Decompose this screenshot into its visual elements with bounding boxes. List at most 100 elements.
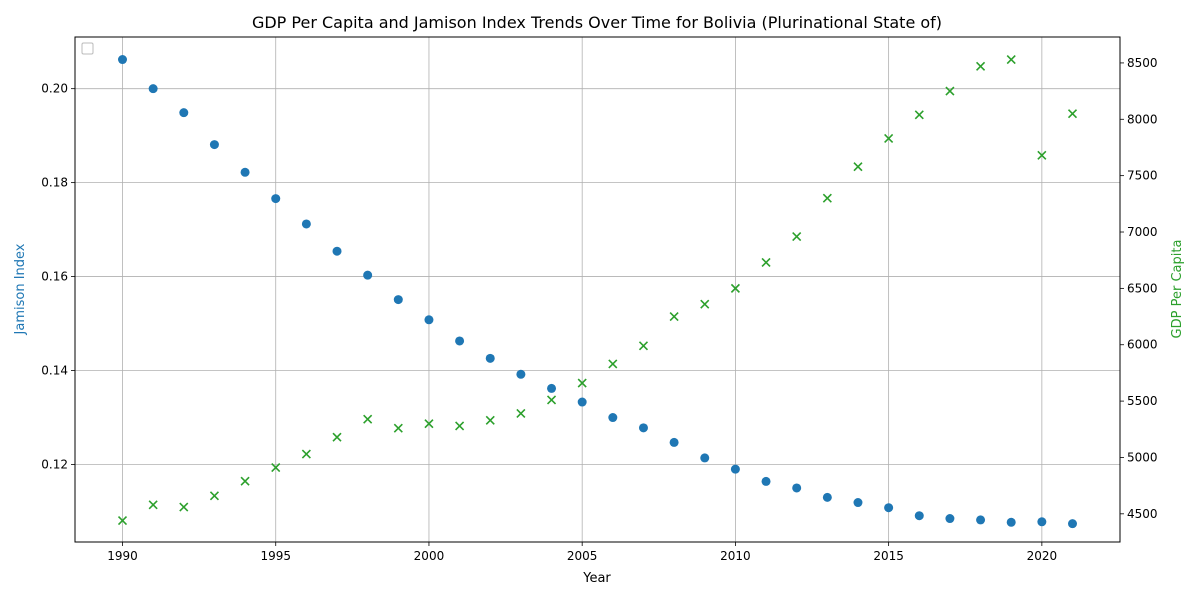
gdp-per-capita-point-stroke xyxy=(1067,109,1078,119)
gdp-per-capita-point xyxy=(700,299,710,309)
jamison-index-point xyxy=(761,476,771,486)
gdp-per-capita-point-stroke xyxy=(792,231,802,242)
jamison-index-point xyxy=(577,397,587,407)
gdp-per-capita-point xyxy=(117,516,128,526)
y-right-tick-label: 8500 xyxy=(1127,56,1158,70)
gdp-per-capita-point xyxy=(301,449,311,459)
gdp-per-capita-point xyxy=(271,463,281,473)
y-right-tick-label: 5500 xyxy=(1127,394,1158,408)
gdp-per-capita-point-stroke xyxy=(730,283,740,293)
jamison-index-point xyxy=(363,270,373,280)
gdp-per-capita-point xyxy=(424,419,434,429)
legend-box xyxy=(81,42,94,55)
gdp-per-capita-point-stroke xyxy=(700,299,710,309)
gdp-per-capita-point-stroke xyxy=(822,193,832,203)
gdp-per-capita-point xyxy=(761,257,771,268)
gdp-per-capita-point-stroke xyxy=(975,61,986,71)
gdp-per-capita-point-stroke xyxy=(945,86,955,96)
gdp-per-capita-point-stroke xyxy=(638,341,649,351)
jamison-index-point xyxy=(1037,517,1047,527)
y-right-tick-label: 6000 xyxy=(1127,338,1158,352)
gdp-per-capita-point xyxy=(1006,54,1016,65)
jamison-index-point xyxy=(914,511,924,521)
gdp-per-capita-point-stroke xyxy=(332,432,342,442)
jamison-index-point xyxy=(884,503,894,513)
gdp-per-capita-point-stroke xyxy=(884,133,894,144)
jamison-index-point xyxy=(853,498,863,508)
jamison-index-point xyxy=(547,383,557,393)
gdp-per-capita-point xyxy=(332,432,342,442)
jamison-index-point xyxy=(455,336,465,346)
gdp-per-capita-point xyxy=(363,414,373,424)
jamison-index-point xyxy=(332,246,342,256)
jamison-index-point xyxy=(945,514,955,524)
gdp-per-capita-point-stroke xyxy=(301,449,311,459)
gdp-per-capita-point-stroke xyxy=(853,162,863,172)
gdp-per-capita-point-stroke xyxy=(271,463,281,473)
y-left-tick-label: 0.20 xyxy=(41,82,68,96)
x-tick-label: 2015 xyxy=(873,549,904,563)
gdp-per-capita-point-stroke xyxy=(179,502,189,512)
grid xyxy=(75,37,1120,542)
gdp-per-capita-point-stroke xyxy=(393,423,403,433)
jamison-index-point xyxy=(301,219,311,229)
gdp-per-capita-point-stroke xyxy=(546,395,557,405)
jamison-index-point xyxy=(608,413,618,423)
gdp-per-capita-point-stroke xyxy=(1037,150,1047,160)
plot-frame xyxy=(74,36,1121,543)
gdp-per-capita-point xyxy=(240,476,250,486)
gdp-per-capita-point xyxy=(853,162,863,172)
gdp-per-capita-point-stroke xyxy=(516,408,526,419)
jamison-index-point xyxy=(424,315,434,325)
gdp-per-capita-point xyxy=(209,491,220,501)
gdp-per-capita-point-stroke xyxy=(117,516,128,526)
jamison-index-point xyxy=(700,453,710,463)
x-axis-label: Year xyxy=(582,571,611,586)
y-axis-left-label: Jamison Index xyxy=(13,243,28,335)
x-tick-label: 2000 xyxy=(414,549,445,563)
jamison-index-point xyxy=(730,464,740,474)
y-axis-right-label: GDP Per Capita xyxy=(1170,240,1185,339)
gdp-per-capita-point-stroke xyxy=(608,359,618,369)
gdp-per-capita-point xyxy=(1067,109,1078,119)
gdp-per-capita-point-stroke xyxy=(240,476,250,486)
gdp-per-capita-point-stroke xyxy=(148,500,158,510)
jamison-index-point xyxy=(669,437,679,447)
gdp-per-capita-point xyxy=(148,500,158,510)
gdp-per-capita-point-stroke xyxy=(1006,54,1016,65)
gdp-per-capita-point-stroke xyxy=(577,378,587,388)
gdp-per-capita-point xyxy=(485,415,495,425)
gdp-per-capita-point-stroke xyxy=(363,414,373,424)
x-tick-label: 1990 xyxy=(107,549,138,563)
jamison-index-point xyxy=(393,295,403,305)
jamison-index-point xyxy=(822,492,832,502)
jamison-index-point xyxy=(485,353,495,363)
gdp-per-capita-point xyxy=(914,110,924,120)
gdp-per-capita-point xyxy=(792,231,802,242)
gdp-per-capita-point xyxy=(822,193,832,203)
gdp-per-capita-point-stroke xyxy=(914,110,924,120)
y-axis-right: 4500 5000 5500 6000 6500 7000 7500 8000 8500 xyxy=(1120,56,1158,521)
gdp-per-capita-point xyxy=(975,61,986,71)
y-axis-left: 0.12 0.14 0.16 0.18 0.20 xyxy=(41,82,75,471)
gdp-per-capita-point xyxy=(516,408,526,419)
gdp-per-capita-point xyxy=(577,378,587,388)
gdp-per-capita-point-stroke xyxy=(424,419,434,429)
gdp-per-capita-point xyxy=(1037,150,1047,160)
jamison-index-point xyxy=(792,483,802,493)
gdp-per-capita-point xyxy=(546,395,557,405)
data-marks xyxy=(117,54,1078,529)
y-left-tick-label: 0.18 xyxy=(41,176,68,190)
y-left-tick-label: 0.14 xyxy=(41,364,68,378)
jamison-index-point xyxy=(516,369,526,379)
gdp-per-capita-point-stroke xyxy=(669,311,679,322)
x-tick-label: 2010 xyxy=(720,549,751,563)
y-right-tick-label: 5000 xyxy=(1127,450,1158,464)
y-right-tick-label: 8000 xyxy=(1127,112,1158,126)
y-right-tick-label: 7500 xyxy=(1127,169,1158,183)
x-tick-label: 2020 xyxy=(1027,549,1058,563)
gdp-per-capita-point xyxy=(455,421,465,431)
jamison-index-point xyxy=(638,423,648,433)
jamison-index-point xyxy=(1006,517,1016,527)
